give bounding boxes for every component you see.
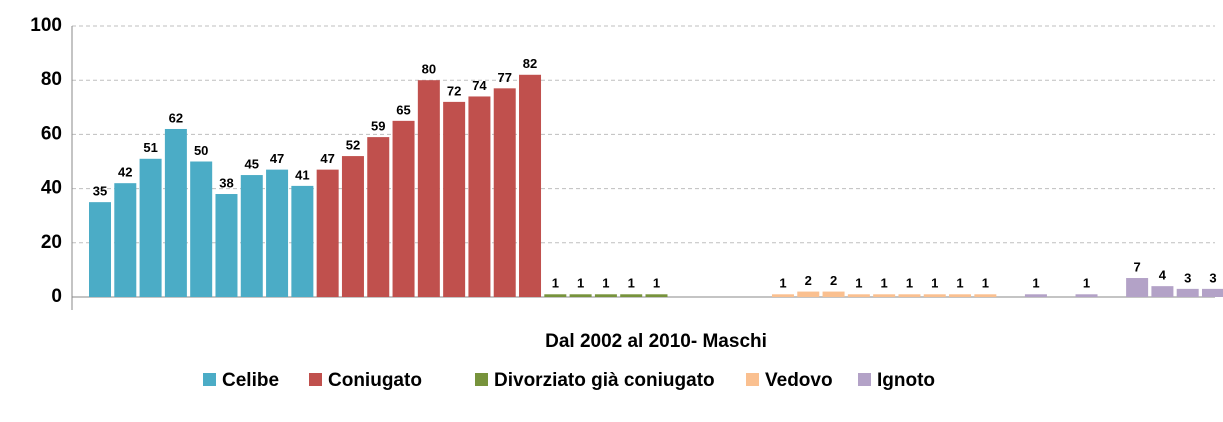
bar <box>139 158 162 297</box>
y-tick-label: 40 <box>41 178 62 199</box>
bar <box>89 202 111 297</box>
bar <box>1151 286 1174 297</box>
value-label: 38 <box>219 175 233 190</box>
bar <box>468 96 491 298</box>
bar <box>771 294 794 297</box>
bar <box>341 156 364 297</box>
value-label: 42 <box>118 165 132 180</box>
value-label: 1 <box>982 276 989 291</box>
bar <box>923 294 946 297</box>
bar <box>645 294 668 297</box>
bar <box>949 294 972 297</box>
value-label: 1 <box>881 276 888 291</box>
value-label: 51 <box>143 140 157 155</box>
value-label: 35 <box>93 184 107 199</box>
y-tick-label: 20 <box>41 232 62 253</box>
value-label: 62 <box>169 110 183 125</box>
value-label: 1 <box>577 276 584 291</box>
value-label: 82 <box>523 56 537 71</box>
value-label: 4 <box>1159 268 1167 283</box>
value-label: 2 <box>830 273 837 288</box>
bar <box>240 175 263 297</box>
value-label: 59 <box>371 119 385 134</box>
legend-label: Divorziato già coniugato <box>494 370 715 391</box>
legend-swatch <box>203 373 216 386</box>
y-tick-label: 100 <box>30 15 62 36</box>
bar <box>493 88 516 297</box>
value-label: 1 <box>931 276 938 291</box>
y-tick-label: 60 <box>41 123 62 144</box>
legend-label: Celibe <box>222 370 279 391</box>
bar <box>620 294 643 297</box>
value-label: 1 <box>906 276 913 291</box>
value-label: 47 <box>320 151 334 166</box>
bar <box>822 291 845 297</box>
bar <box>1202 288 1223 297</box>
bar <box>316 169 339 297</box>
bar <box>443 101 466 297</box>
y-tick-label: 0 <box>51 286 62 307</box>
value-label: 3 <box>1184 270 1191 285</box>
bar <box>594 294 617 297</box>
value-label: 1 <box>1083 276 1090 291</box>
bar <box>519 74 542 297</box>
value-label: 41 <box>295 167 309 182</box>
bar <box>164 128 187 297</box>
bar <box>873 294 896 297</box>
legend-swatch <box>858 373 871 386</box>
value-label: 80 <box>422 62 436 77</box>
y-tick-label: 80 <box>41 69 62 90</box>
bar <box>1024 294 1047 297</box>
value-label: 65 <box>396 102 410 117</box>
value-label: 45 <box>245 156 259 171</box>
value-label: 1 <box>552 276 559 291</box>
legend-swatch <box>309 373 322 386</box>
value-label: 1 <box>855 276 862 291</box>
legend-label: Ignoto <box>877 370 935 391</box>
bar <box>797 291 820 297</box>
bar <box>544 294 567 297</box>
bar <box>266 169 289 297</box>
legend-label: Coniugato <box>328 370 422 391</box>
legend-label: Vedovo <box>765 370 833 391</box>
bar <box>417 80 440 297</box>
value-label: 7 <box>1133 259 1140 274</box>
value-label: 1 <box>602 276 609 291</box>
value-label: 77 <box>497 70 511 85</box>
value-label: 72 <box>447 83 461 98</box>
bar <box>1126 278 1149 297</box>
value-label: 1 <box>653 276 660 291</box>
bar <box>1075 294 1098 297</box>
value-label: 52 <box>346 138 360 153</box>
legend-swatch <box>475 373 488 386</box>
value-label: 2 <box>805 273 812 288</box>
bar <box>898 294 921 297</box>
bar <box>847 294 870 297</box>
value-label: 3 <box>1209 270 1216 285</box>
bar <box>974 294 997 297</box>
value-label: 1 <box>628 276 635 291</box>
value-label: 74 <box>472 78 487 93</box>
bar <box>392 120 415 297</box>
bar <box>114 183 137 297</box>
value-label: 1 <box>956 276 963 291</box>
bar <box>569 294 592 297</box>
value-label: 47 <box>270 151 284 166</box>
legend-swatch <box>746 373 759 386</box>
bar <box>215 194 238 297</box>
bar <box>1176 288 1199 297</box>
value-label: 1 <box>779 276 786 291</box>
bar <box>190 161 213 297</box>
value-label: 50 <box>194 143 208 158</box>
x-axis-title: Dal 2002 al 2010- Maschi <box>545 331 767 352</box>
value-label: 1 <box>1032 276 1039 291</box>
bar <box>291 185 314 297</box>
bar <box>367 137 390 297</box>
